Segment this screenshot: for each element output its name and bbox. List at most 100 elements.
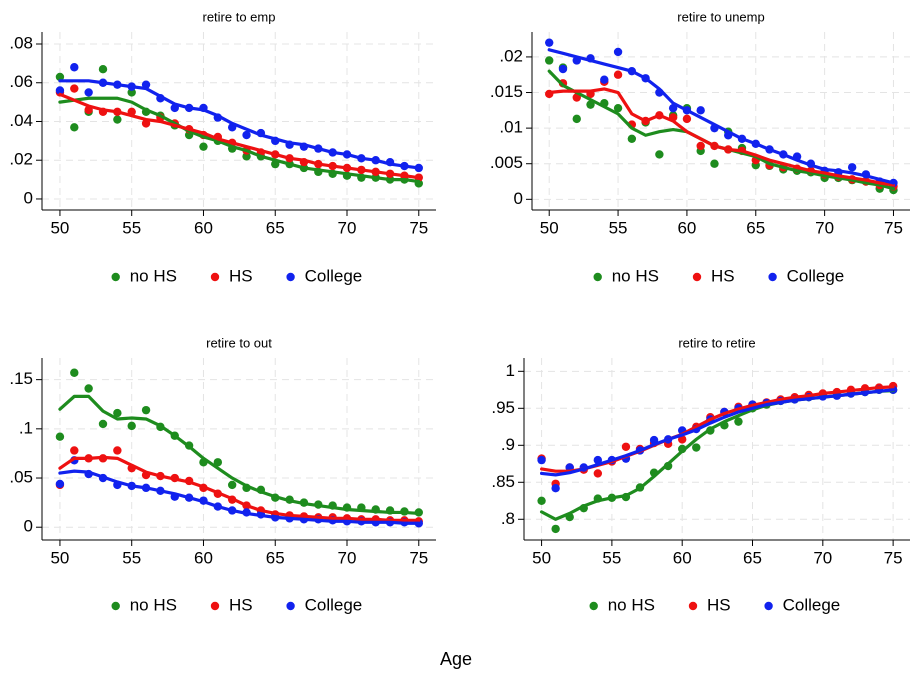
legend-item: HS: [210, 266, 253, 285]
data-point: [696, 106, 705, 115]
panel-title: retire to out: [206, 335, 272, 350]
data-point: [199, 142, 208, 151]
x-tick-label: 65: [743, 548, 762, 567]
data-point: [593, 469, 603, 478]
legend-marker: [768, 272, 777, 282]
fit-line: [58, 469, 421, 525]
y-tick-label: 0: [24, 517, 33, 536]
data-point: [98, 419, 108, 429]
y-tick-label: .1: [19, 418, 33, 437]
legend-marker: [111, 601, 120, 611]
data-point: [537, 455, 546, 465]
data-point: [127, 421, 136, 431]
x-tick-label: 50: [50, 218, 69, 237]
data-point: [613, 70, 623, 79]
legend-label: HS: [707, 595, 731, 614]
y-tick-label: .06: [9, 72, 33, 91]
legend-label: HS: [711, 266, 735, 285]
x-tick-label: 60: [194, 548, 213, 567]
panel-title: retire to emp: [203, 9, 276, 24]
legend: no HS HS College: [589, 595, 840, 614]
data-point: [70, 63, 79, 72]
y-tick-label: .85: [491, 472, 515, 491]
data-point: [98, 64, 108, 74]
x-tick-label: 55: [122, 218, 141, 237]
data-point: [84, 384, 93, 393]
fit-line: [58, 455, 421, 522]
x-tick-label: 60: [673, 548, 692, 567]
data-point: [692, 443, 701, 452]
legend-item: HS: [688, 595, 731, 614]
y-tick-label: 0: [24, 188, 33, 207]
y-tick-label: .04: [9, 111, 33, 130]
x-tick-label: 50: [532, 548, 551, 567]
legend-marker: [688, 601, 698, 611]
legend-label: no HS: [612, 266, 659, 285]
x-tick-label: 55: [122, 548, 141, 567]
legend-item: HS: [692, 266, 735, 285]
legend-marker: [593, 272, 602, 282]
legend-label: no HS: [130, 266, 177, 285]
y-tick-label: .02: [9, 150, 33, 169]
legend-label: College: [787, 266, 845, 285]
legend-marker: [286, 272, 295, 282]
data-point: [734, 417, 743, 426]
x-tick-label: 70: [815, 218, 834, 237]
legend-marker: [286, 601, 295, 611]
data-point: [113, 446, 122, 455]
legend-label: College: [305, 595, 363, 614]
legend-label: HS: [229, 595, 253, 614]
legend-label: no HS: [130, 595, 177, 614]
x-tick-label: 65: [746, 218, 765, 237]
data-point: [551, 524, 560, 534]
data-point: [593, 455, 603, 465]
legend-marker: [692, 272, 702, 282]
legend-item: no HS: [111, 595, 177, 614]
legend-marker: [589, 601, 598, 611]
x-tick-label: 70: [338, 218, 357, 237]
legend-item: no HS: [593, 266, 659, 285]
y-tick-label: .95: [491, 398, 515, 417]
legend-label: HS: [229, 266, 253, 285]
data-point: [600, 75, 609, 84]
data-point: [55, 479, 65, 489]
data-point: [213, 458, 223, 467]
data-point: [710, 159, 719, 168]
y-tick-label: .005: [490, 153, 523, 172]
x-tick-label: 60: [677, 218, 696, 237]
x-tick-label: 65: [266, 548, 285, 567]
data-point: [558, 64, 568, 74]
x-tick-label: 60: [194, 218, 213, 237]
data-point: [696, 141, 705, 151]
x-tick-label: 55: [609, 218, 628, 237]
legend-item: no HS: [589, 595, 655, 614]
y-tick-label: .15: [9, 369, 33, 388]
fit-line: [58, 79, 421, 170]
data-point: [141, 405, 151, 415]
legend: no HS HS College: [111, 266, 362, 285]
data-point: [127, 88, 136, 97]
legend-marker: [764, 601, 773, 611]
legend-marker: [210, 272, 220, 282]
x-tick-label: 75: [884, 548, 903, 567]
legend-item: College: [764, 595, 840, 614]
legend-marker: [111, 272, 120, 282]
data-point: [55, 432, 65, 441]
x-tick-label: 50: [540, 218, 559, 237]
y-tick-label: .015: [490, 82, 523, 101]
data-point: [627, 134, 637, 143]
panel-title: retire to retire: [678, 335, 755, 350]
y-tick-label: .8: [501, 509, 515, 528]
data-point: [613, 103, 623, 113]
x-tick-label: 75: [409, 548, 428, 567]
y-tick-label: .9: [501, 435, 515, 454]
x-tick-label: 55: [602, 548, 621, 567]
data-point: [847, 163, 857, 172]
data-point: [84, 88, 93, 97]
data-point: [621, 442, 631, 451]
data-point: [242, 130, 251, 140]
data-point: [55, 86, 65, 95]
y-tick-label: .02: [499, 46, 523, 65]
x-tick-label: 70: [338, 548, 357, 567]
